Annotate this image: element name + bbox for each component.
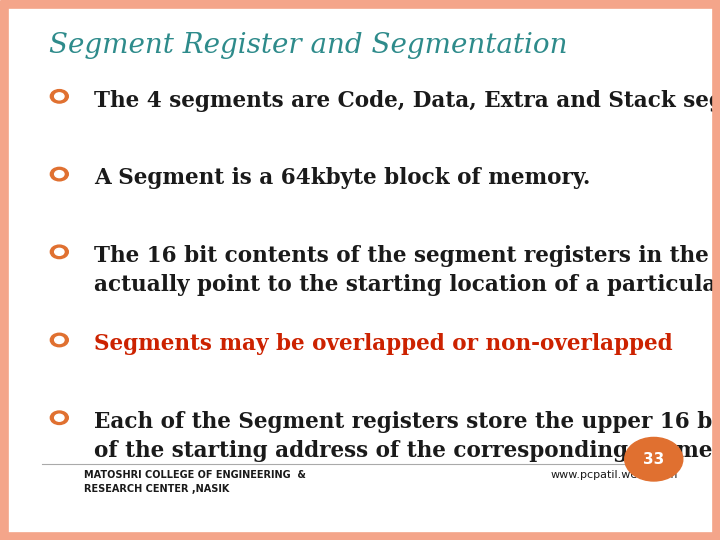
Text: www.pcpatil.webs.com: www.pcpatil.webs.com: [551, 470, 678, 480]
Circle shape: [55, 171, 64, 178]
Circle shape: [50, 245, 68, 259]
Text: The 16 bit contents of the segment registers in the BIU
actually point to the st: The 16 bit contents of the segment regis…: [94, 245, 720, 296]
Text: 33: 33: [643, 452, 665, 467]
Circle shape: [50, 90, 68, 103]
Circle shape: [625, 437, 683, 481]
Circle shape: [50, 167, 68, 181]
Text: MATOSHRI COLLEGE OF ENGINEERING  &
RESEARCH CENTER ,NASIK: MATOSHRI COLLEGE OF ENGINEERING & RESEAR…: [84, 470, 305, 494]
Circle shape: [55, 248, 64, 255]
Circle shape: [55, 336, 64, 343]
Text: The 4 segments are Code, Data, Extra and Stack segments.: The 4 segments are Code, Data, Extra and…: [94, 90, 720, 112]
Circle shape: [50, 411, 68, 424]
Text: Segment Register and Segmentation: Segment Register and Segmentation: [49, 31, 567, 58]
Text: A Segment is a 64kbyte block of memory.: A Segment is a 64kbyte block of memory.: [94, 167, 590, 190]
Text: Segments may be overlapped or non-overlapped: Segments may be overlapped or non-overla…: [94, 333, 672, 355]
Circle shape: [50, 333, 68, 347]
Circle shape: [55, 93, 64, 100]
Circle shape: [55, 414, 64, 421]
Text: Each of the Segment registers store the upper 16 bit address
of the starting add: Each of the Segment registers store the …: [94, 411, 720, 462]
